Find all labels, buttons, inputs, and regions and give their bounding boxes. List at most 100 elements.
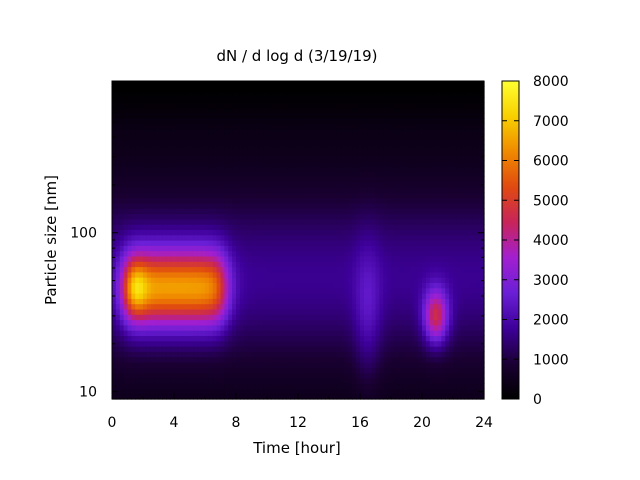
heatmap-cell (332, 287, 338, 294)
heatmap-cell (387, 234, 392, 241)
heatmap-cell (208, 271, 214, 278)
heatmap-cell (162, 377, 167, 384)
heatmap-cell (309, 208, 315, 215)
heatmap-cell (170, 240, 175, 246)
heatmap-cell (325, 202, 330, 209)
heatmap-cell (325, 118, 330, 124)
heatmap-cell (352, 144, 357, 151)
heatmap-cell (329, 149, 334, 156)
heatmap-cell (208, 224, 214, 230)
heatmap-cell (201, 229, 206, 236)
heatmap-cell (414, 192, 419, 199)
heatmap-cell (123, 112, 129, 119)
heatmap-cell (239, 192, 245, 199)
heatmap-cell (414, 361, 419, 368)
heatmap-cell (298, 250, 303, 257)
heatmap-cell (224, 96, 229, 103)
heatmap-cell (216, 282, 222, 289)
heatmap-cell (336, 388, 342, 395)
heatmap-cell (348, 181, 353, 188)
heatmap-cell (379, 181, 384, 188)
heatmap-cell (263, 314, 268, 321)
heatmap-cell (154, 303, 160, 310)
heatmap-cell (123, 277, 129, 283)
heatmap-cell (394, 314, 400, 321)
heatmap-cell (127, 250, 132, 257)
heatmap-cell (329, 192, 334, 199)
heatmap-cell (425, 266, 431, 273)
heatmap-cell (150, 86, 156, 93)
heatmap-cell (212, 351, 218, 358)
heatmap-cell (344, 298, 349, 305)
heatmap-cell (201, 393, 206, 400)
heatmap-cell (348, 128, 353, 135)
heatmap-cell (123, 81, 129, 87)
heatmap-cell (251, 330, 256, 336)
heatmap-cell (131, 187, 136, 193)
heatmap-cell (379, 351, 384, 358)
heatmap-cell (170, 229, 175, 236)
heatmap-cell (270, 303, 276, 310)
heatmap-cell (239, 319, 245, 326)
heatmap-cell (154, 319, 160, 326)
heatmap-cell (394, 303, 400, 310)
heatmap-cell (352, 155, 357, 162)
heatmap-cell (418, 155, 423, 162)
heatmap-cell (193, 112, 198, 119)
heatmap-cell (162, 165, 167, 172)
heatmap-cell (294, 282, 299, 289)
heatmap-cell (247, 155, 253, 162)
heatmap-cell (220, 388, 225, 395)
heatmap-cell (363, 303, 369, 310)
heatmap-cell (193, 123, 198, 130)
heatmap-cell (410, 208, 415, 215)
heatmap-cell (313, 287, 318, 294)
heatmap-cell (379, 314, 384, 321)
heatmap-cell (174, 330, 179, 336)
heatmap-cell (356, 160, 361, 167)
heatmap-cell (344, 165, 349, 172)
heatmap-cell (232, 181, 237, 188)
heatmap-cell (228, 255, 233, 262)
heatmap-cell (220, 155, 225, 162)
heatmap-cell (189, 91, 194, 98)
heatmap-cell (278, 240, 284, 246)
heatmap-cell (367, 377, 373, 384)
heatmap-cell (123, 388, 129, 395)
heatmap-cell (267, 176, 272, 183)
heatmap-cell (278, 134, 284, 140)
heatmap-cell (220, 346, 225, 352)
heatmap-cell (422, 271, 427, 278)
heatmap-cell (394, 123, 400, 130)
heatmap-cell (228, 388, 233, 395)
heatmap-cell (143, 224, 148, 230)
heatmap-cell (263, 245, 268, 252)
heatmap-cell (146, 91, 152, 98)
heatmap-cell (127, 240, 132, 246)
heatmap-cell (197, 372, 202, 379)
heatmap-cell (286, 340, 291, 347)
heatmap-cell (174, 250, 179, 257)
heatmap-cell (356, 234, 361, 241)
heatmap-cell (251, 165, 256, 172)
heatmap-cell (367, 160, 373, 167)
heatmap-cell (247, 202, 253, 209)
heatmap-cell (290, 229, 295, 236)
heatmap-cell (224, 187, 229, 193)
heatmap-cell (433, 351, 439, 358)
heatmap-cell (398, 107, 404, 114)
heatmap-cell (232, 240, 237, 246)
heatmap-cell (135, 324, 140, 331)
heatmap-cell (317, 187, 322, 193)
heatmap-cell (398, 118, 404, 124)
heatmap-cell (414, 123, 419, 130)
heatmap-cell (387, 192, 392, 199)
heatmap-cell (166, 298, 171, 305)
heatmap-cell (123, 96, 129, 103)
heatmap-cell (383, 128, 388, 135)
heatmap-cell (375, 303, 380, 310)
heatmap-cell (348, 229, 353, 236)
heatmap-cell (131, 271, 136, 278)
heatmap-cell (216, 229, 222, 236)
heatmap-cell (115, 229, 121, 236)
